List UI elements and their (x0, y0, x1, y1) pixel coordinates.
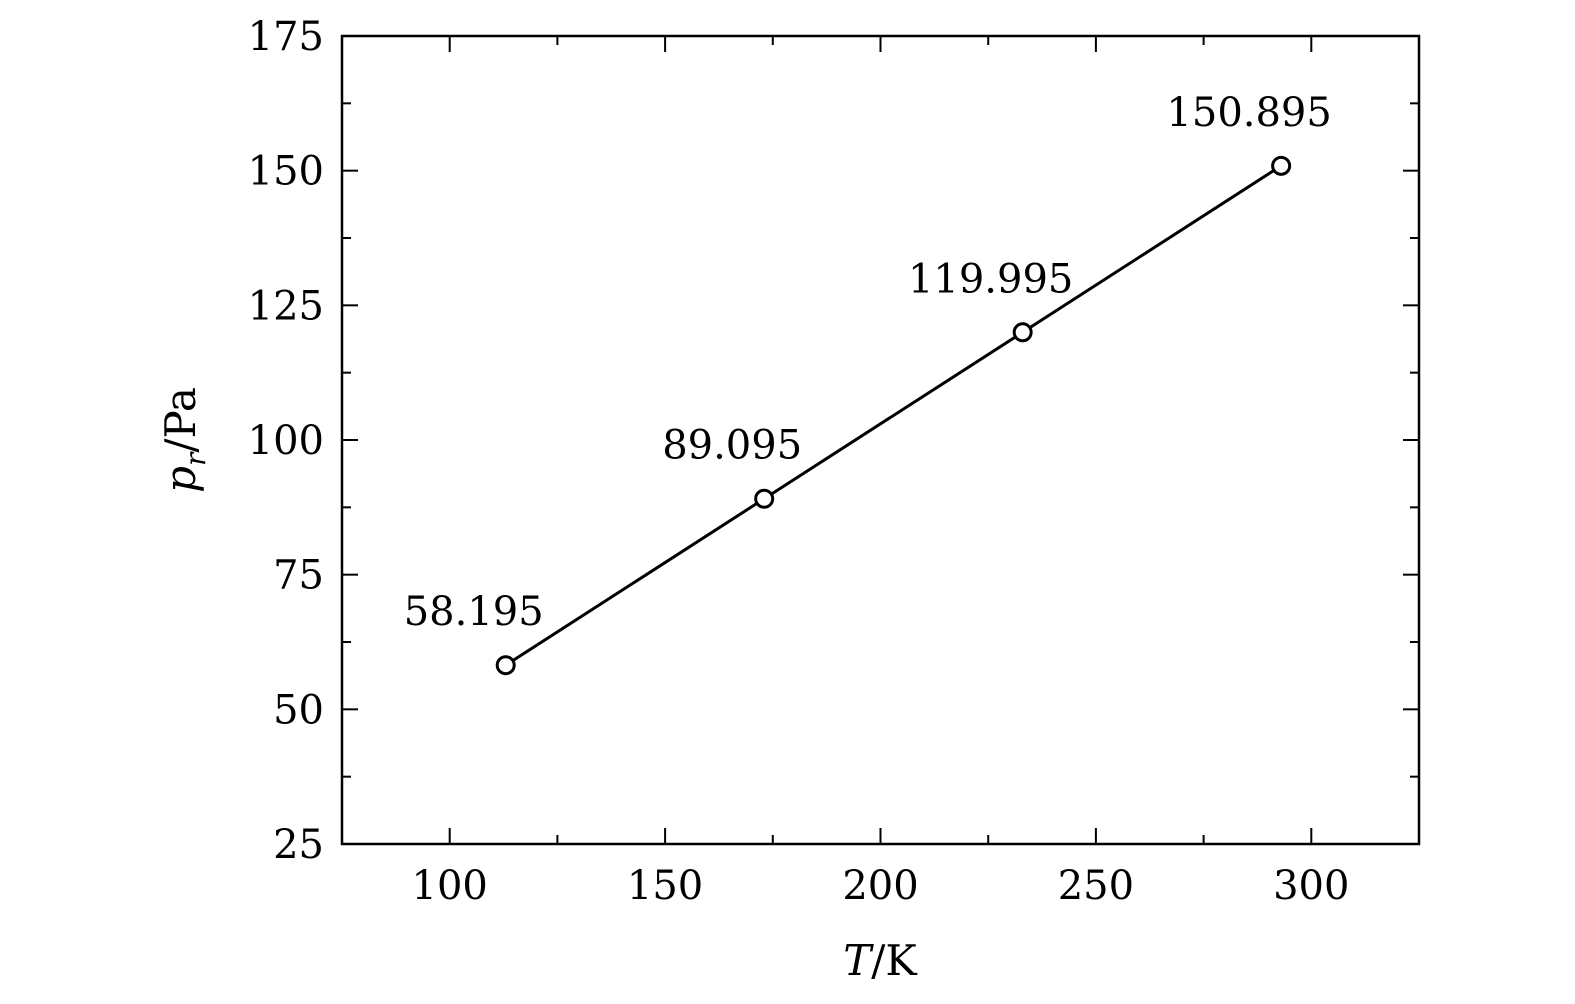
y-tick-label: 100 (248, 418, 324, 464)
data-point (1012, 322, 1033, 343)
x-tick-label: 150 (627, 863, 703, 909)
data-point (495, 655, 516, 676)
axis-ticks (342, 35, 1419, 845)
data-point-label: 58.195 (404, 589, 544, 635)
y-tick-label: 150 (248, 149, 324, 195)
x-axis-title: T/K (843, 936, 918, 985)
data-point (754, 488, 775, 509)
data-series: 58.195 89.095 119.995 150.895 (404, 90, 1332, 676)
y-tick-label: 175 (248, 14, 324, 60)
y-tick-label: 50 (273, 687, 324, 733)
data-point-label: 89.095 (662, 423, 802, 469)
data-point-label: 150.895 (1166, 90, 1331, 136)
series-line (504, 164, 1282, 667)
y-tick-label: 25 (273, 822, 324, 868)
y-tick-label: 75 (273, 553, 324, 599)
y-tick-label: 125 (248, 283, 324, 329)
x-tick-label: 200 (842, 863, 918, 909)
data-point (1271, 155, 1292, 176)
x-tick-label: 100 (412, 863, 488, 909)
x-tick-label: 300 (1273, 863, 1349, 909)
data-point-label: 119.995 (908, 256, 1073, 302)
plot-frame (340, 34, 1421, 846)
axis-tick-labels: 100 150 200 250 300 25 50 75 100 125 150 175 (248, 14, 1350, 909)
x-tick-label: 250 (1058, 863, 1134, 909)
y-axis-title: pr/Pa (156, 387, 212, 493)
